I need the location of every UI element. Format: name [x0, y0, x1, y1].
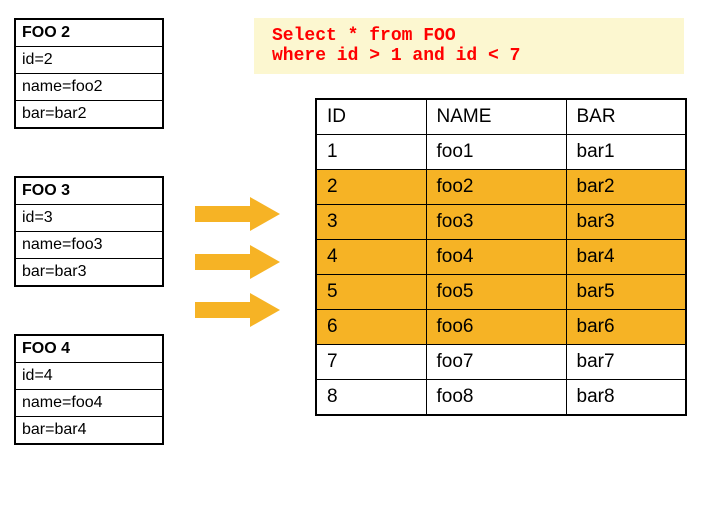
sql-query-box: Select * from FOO where id > 1 and id < … — [254, 18, 684, 74]
entity-box: FOO 2id=2name=foo2bar=bar2 — [14, 18, 164, 129]
table-cell: 8 — [316, 380, 426, 416]
table-cell: foo8 — [426, 380, 566, 416]
entity-field: name=foo2 — [16, 74, 162, 101]
entity-field: bar=bar4 — [16, 417, 162, 443]
table-cell: bar3 — [566, 205, 686, 240]
table-row: 1foo1bar1 — [316, 135, 686, 170]
table-row: 2foo2bar2 — [316, 170, 686, 205]
table-row: 6foo6bar6 — [316, 310, 686, 345]
table-cell: foo7 — [426, 345, 566, 380]
entity-title: FOO 3 — [16, 178, 162, 205]
entity-title: FOO 4 — [16, 336, 162, 363]
table-column-header: ID — [316, 99, 426, 135]
table-column-header: BAR — [566, 99, 686, 135]
entity-field: bar=bar3 — [16, 259, 162, 285]
table-row: 8foo8bar8 — [316, 380, 686, 416]
entity-field: id=3 — [16, 205, 162, 232]
table-cell: foo4 — [426, 240, 566, 275]
entity-field: name=foo3 — [16, 232, 162, 259]
table-cell: 2 — [316, 170, 426, 205]
table-cell: 1 — [316, 135, 426, 170]
table-cell: bar2 — [566, 170, 686, 205]
table-row: 5foo5bar5 — [316, 275, 686, 310]
table-cell: bar7 — [566, 345, 686, 380]
entity-box: FOO 4id=4name=foo4bar=bar4 — [14, 334, 164, 445]
table-cell: foo6 — [426, 310, 566, 345]
table-cell: bar8 — [566, 380, 686, 416]
table-cell: foo5 — [426, 275, 566, 310]
arrow-icon — [195, 197, 280, 231]
table-cell: 4 — [316, 240, 426, 275]
table-row: 4foo4bar4 — [316, 240, 686, 275]
table-cell: bar6 — [566, 310, 686, 345]
table-cell: bar4 — [566, 240, 686, 275]
arrow-icon — [195, 245, 280, 279]
table-cell: bar1 — [566, 135, 686, 170]
table-cell: foo3 — [426, 205, 566, 240]
table-cell: bar5 — [566, 275, 686, 310]
table-cell: 3 — [316, 205, 426, 240]
table-column-header: NAME — [426, 99, 566, 135]
table-cell: foo1 — [426, 135, 566, 170]
table-row: 3foo3bar3 — [316, 205, 686, 240]
table-cell: 5 — [316, 275, 426, 310]
table-cell: 6 — [316, 310, 426, 345]
entity-field: bar=bar2 — [16, 101, 162, 127]
result-table: IDNAMEBAR 1foo1bar12foo2bar23foo3bar34fo… — [315, 98, 687, 416]
entity-field: name=foo4 — [16, 390, 162, 417]
arrow-icon — [195, 293, 280, 327]
table-cell: 7 — [316, 345, 426, 380]
entity-box: FOO 3id=3name=foo3bar=bar3 — [14, 176, 164, 287]
entity-field: id=4 — [16, 363, 162, 390]
table-row: 7foo7bar7 — [316, 345, 686, 380]
entity-title: FOO 2 — [16, 20, 162, 47]
entity-field: id=2 — [16, 47, 162, 74]
table-header-row: IDNAMEBAR — [316, 99, 686, 135]
table-cell: foo2 — [426, 170, 566, 205]
